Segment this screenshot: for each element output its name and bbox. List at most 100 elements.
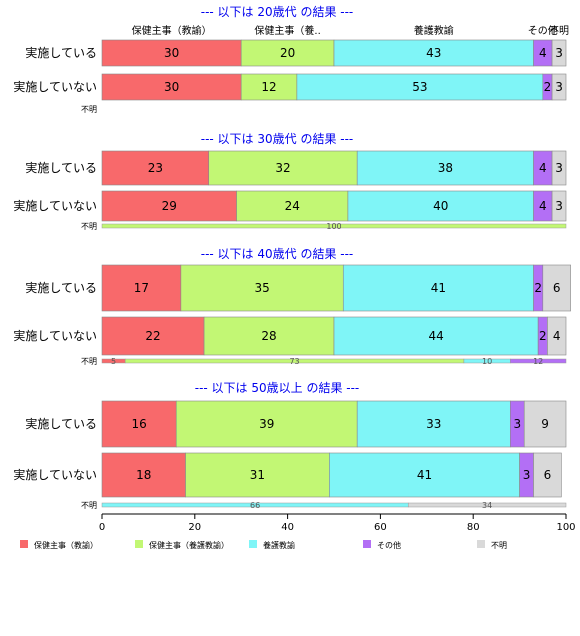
- data-label: 2: [544, 80, 552, 94]
- data-label: 23: [148, 161, 163, 175]
- bar-segment: [101, 400, 177, 448]
- data-label: 20: [280, 46, 295, 60]
- bar-segment: [240, 73, 298, 101]
- data-label: 3: [555, 199, 563, 213]
- bar-segment: [203, 316, 335, 356]
- bar-segment: [347, 190, 534, 222]
- legend-label: 保健主事（養護教諭）: [149, 540, 229, 550]
- x-tick-label: 80: [467, 522, 480, 533]
- unknown-label: 73: [289, 357, 299, 366]
- bar-segment: [208, 150, 358, 186]
- row-label: 実施していない: [13, 198, 97, 213]
- bar-segment: [523, 400, 567, 448]
- bar-segment: [101, 264, 182, 312]
- x-tick-label: 40: [281, 522, 294, 533]
- category-header: 保健主事（養..: [254, 24, 320, 37]
- data-label: 41: [431, 281, 446, 295]
- bar-segment: [547, 316, 567, 356]
- row-label: 実施している: [25, 160, 97, 175]
- bar-segment: [101, 150, 210, 186]
- unknown-row-label: 不明: [81, 357, 97, 366]
- category-header: 保健主事（教諭）: [132, 24, 212, 37]
- data-label: 3: [523, 468, 531, 482]
- bar-segment: [101, 452, 186, 498]
- bar-segment: [101, 73, 242, 101]
- legend-swatch: [477, 540, 485, 548]
- data-label: 17: [134, 281, 149, 295]
- bar-segment: [342, 264, 534, 312]
- data-label: 38: [438, 161, 453, 175]
- data-label: 3: [513, 417, 521, 431]
- data-label: 41: [417, 468, 432, 482]
- legend-swatch: [249, 540, 257, 548]
- row-label: 実施していない: [13, 467, 97, 482]
- legend-swatch: [20, 540, 28, 548]
- data-label: 24: [285, 199, 300, 213]
- data-label: 31: [250, 468, 265, 482]
- legend-label: 保健主事（教諭）: [34, 540, 98, 550]
- bar-segment: [333, 316, 539, 356]
- unknown-label: 10: [482, 357, 492, 366]
- data-label: 6: [553, 281, 561, 295]
- unknown-segment: [101, 223, 567, 229]
- legend-label: 養護教諭: [263, 540, 295, 550]
- data-label: 40: [433, 199, 448, 213]
- bar-segment: [551, 39, 567, 67]
- data-label: 43: [426, 46, 441, 60]
- bar-segment: [551, 190, 567, 222]
- legend-swatch: [363, 540, 371, 548]
- bar-segment: [240, 39, 335, 67]
- data-label: 2: [539, 329, 547, 343]
- unknown-row-label: 不明: [81, 501, 97, 510]
- data-label: 16: [131, 417, 146, 431]
- data-label: 30: [164, 46, 179, 60]
- bar-segment: [551, 73, 567, 101]
- data-label: 3: [555, 80, 563, 94]
- data-label: 29: [162, 199, 177, 213]
- data-label: 53: [412, 80, 427, 94]
- bar-segment: [185, 452, 330, 498]
- row-label: 実施している: [25, 45, 97, 60]
- category-header: その他: [528, 24, 558, 37]
- bar-segment: [533, 452, 562, 498]
- x-tick-label: 0: [99, 522, 105, 533]
- panel-title: --- 以下は 50歳以上 の結果 ---: [195, 381, 360, 395]
- bar-segment: [296, 73, 544, 101]
- category-header: 養護教諭: [414, 24, 454, 37]
- data-label: 4: [539, 161, 547, 175]
- data-label: 6: [544, 468, 552, 482]
- unknown-label: 66: [250, 501, 260, 510]
- data-label: 3: [555, 46, 563, 60]
- data-label: 28: [261, 329, 276, 343]
- row-label: 実施している: [25, 280, 97, 295]
- x-tick-label: 100: [556, 522, 575, 533]
- data-label: 4: [553, 329, 561, 343]
- data-label: 3: [555, 161, 563, 175]
- category-header: 不明: [549, 25, 569, 37]
- data-label: 4: [539, 46, 547, 60]
- bar-segment: [551, 150, 567, 186]
- legend-label: その他: [377, 540, 401, 550]
- unknown-segment: [510, 358, 567, 364]
- data-label: 33: [426, 417, 441, 431]
- data-label: 22: [145, 329, 160, 343]
- unknown-label: 100: [326, 222, 341, 231]
- bar-segment: [542, 264, 571, 312]
- unknown-row-label: 不明: [81, 222, 97, 231]
- data-label: 9: [541, 417, 549, 431]
- bar-segment: [101, 190, 237, 222]
- legend-label: 不明: [491, 541, 507, 550]
- data-label: 35: [254, 281, 269, 295]
- row-label: 実施していない: [13, 328, 97, 343]
- panel-title: --- 以下は 20歳代 の結果 ---: [201, 5, 354, 19]
- data-label: 2: [534, 281, 542, 295]
- bar-segment: [329, 452, 520, 498]
- x-tick-label: 60: [374, 522, 387, 533]
- legend-swatch: [135, 540, 143, 548]
- unknown-label: 34: [482, 501, 492, 510]
- data-label: 4: [539, 199, 547, 213]
- bar-segment: [180, 264, 344, 312]
- unknown-label: 12: [533, 357, 543, 366]
- unknown-label: 5: [111, 357, 116, 366]
